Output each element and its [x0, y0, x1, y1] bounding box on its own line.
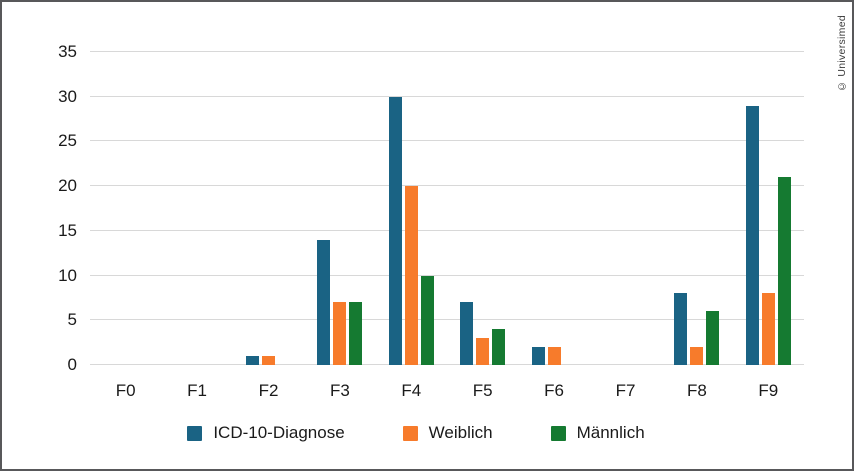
bar-group-f1 [161, 52, 232, 365]
x-tick-label-f4: F4 [401, 381, 422, 400]
x-tick-label-f7: F7 [615, 381, 636, 400]
x-tick-label-f2: F2 [258, 381, 279, 400]
bar-group-f6 [518, 52, 589, 365]
bar-group-f9 [733, 52, 804, 365]
y-tick-label-5: 5 [67, 310, 77, 330]
legend-swatch-icon [550, 425, 566, 441]
y-tick-label-35: 35 [58, 42, 77, 61]
gridline-y35 [90, 51, 804, 52]
y-tick-label-20: 20 [58, 176, 77, 196]
x-tick-label-f9: F9 [758, 381, 779, 400]
x-tick-label-f3: F3 [329, 381, 350, 400]
copyright-watermark: © Universimed [836, 15, 848, 93]
gridline-y15 [90, 229, 804, 231]
x-tick-label-f6: F6 [544, 381, 564, 400]
x-tick-label-f5: F5 [472, 381, 493, 400]
bar-group-f0 [90, 52, 161, 365]
bar-group-f2 [233, 52, 304, 365]
x-tick-label-f0: F0 [115, 381, 136, 400]
x-tick-label-f8: F8 [686, 381, 707, 400]
bar-group-f4 [376, 52, 447, 365]
legend-item-icd-10-diagnose: ICD-10-Diagnose [187, 423, 345, 443]
legend-label: Männlich [576, 423, 645, 442]
bar-f5-icd-10-diagnose [460, 302, 474, 365]
bar-f2-weiblich [261, 356, 275, 365]
gridline-y5 [90, 319, 804, 321]
legend-swatch-icon [402, 425, 418, 441]
bar-f8-männlich [706, 311, 720, 365]
gridline-y25 [90, 140, 804, 142]
legend: ICD-10-Diagnose Weiblich Männlich [2, 423, 852, 443]
plot-area [90, 51, 804, 365]
bar-f5-männlich [492, 329, 506, 365]
gridline-y20 [90, 185, 804, 187]
legend-label: ICD-10-Diagnose [213, 423, 345, 442]
y-tick-label-0: 0 [67, 355, 77, 374]
legend-label: Weiblich [428, 423, 493, 442]
legend-item-männlich: Männlich [550, 423, 645, 443]
bar-f4-weiblich [404, 186, 418, 365]
bar-f3-weiblich [333, 302, 347, 365]
bar-f9-männlich [777, 177, 791, 365]
bar-f8-weiblich [690, 347, 704, 365]
gridline-y0 [90, 364, 804, 365]
bar-f6-weiblich [547, 347, 561, 365]
legend-item-weiblich: Weiblich [402, 423, 493, 443]
bar-f3-männlich [349, 302, 363, 365]
bar-f9-weiblich [761, 293, 775, 365]
y-tick-label-25: 25 [58, 131, 77, 151]
bar-f6-icd-10-diagnose [531, 347, 545, 365]
bar-f5-weiblich [476, 338, 490, 365]
bar-group-f8 [661, 52, 732, 365]
bar-f3-icd-10-diagnose [317, 239, 331, 365]
y-tick-label-10: 10 [58, 265, 77, 285]
gridline-y10 [90, 274, 804, 276]
bar-f4-männlich [420, 275, 434, 365]
bar-f9-icd-10-diagnose [745, 105, 759, 365]
legend-swatch-icon [187, 425, 203, 441]
y-tick-label-15: 15 [58, 220, 77, 240]
y-tick-label-30: 30 [58, 86, 77, 106]
bar-group-f5 [447, 52, 518, 365]
bar-f2-icd-10-diagnose [245, 356, 259, 365]
gridline-y30 [90, 95, 804, 97]
bar-group-f3 [304, 52, 375, 365]
bar-f8-icd-10-diagnose [674, 293, 688, 365]
bar-group-f7 [590, 52, 661, 365]
x-tick-label-f1: F1 [187, 381, 207, 400]
bar-f4-icd-10-diagnose [388, 96, 402, 365]
